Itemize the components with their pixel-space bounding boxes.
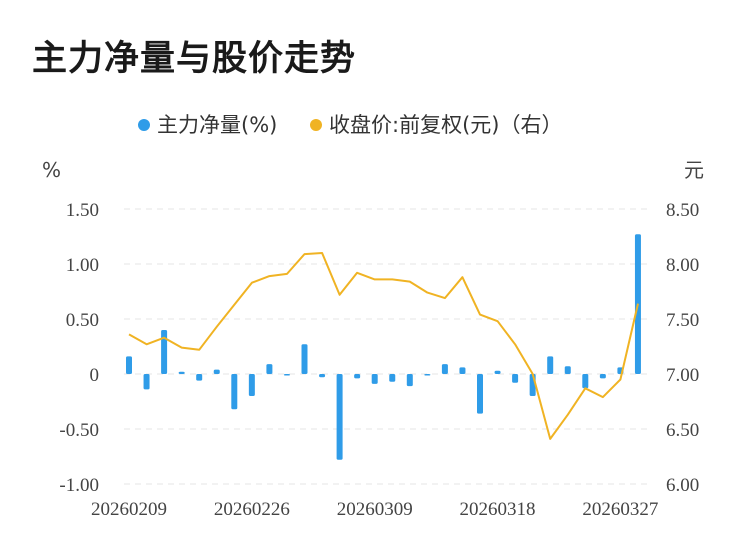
net-flow-bar <box>283 374 290 376</box>
net-flow-bar <box>599 374 606 379</box>
net-flow-bar <box>143 374 150 390</box>
left-tick-label: 0 <box>90 365 100 386</box>
right-axis: 8.50 8.00 7.50 7.00 6.50 6.00 <box>666 200 699 496</box>
close-price-line <box>128 252 639 440</box>
left-tick-label: 1.50 <box>66 200 99 221</box>
left-axis: 1.50 1.00 0.50 0 -0.50 -1.00 <box>59 200 99 496</box>
right-tick-label: 8.00 <box>666 255 699 276</box>
left-tick-label: 0.50 <box>66 310 99 331</box>
right-tick-label: 7.00 <box>666 365 699 386</box>
legend-marker-close-price <box>310 119 322 131</box>
right-axis-unit: 元 <box>684 158 704 182</box>
net-flow-bar <box>248 374 255 396</box>
net-flow-bar <box>389 374 396 382</box>
x-tick-label: 20260209 <box>91 499 167 520</box>
x-tick-label: 20260327 <box>582 499 658 520</box>
net-flow-bar <box>406 374 413 387</box>
page-title: 主力净量与股价走势 <box>32 39 357 79</box>
net-flow-bar <box>459 367 466 374</box>
x-tick-label: 20260309 <box>337 499 413 520</box>
net-flow-bar <box>494 370 501 374</box>
net-flow-bar <box>178 371 185 374</box>
net-flow-bar <box>196 374 203 381</box>
net-flow-bar <box>231 374 238 410</box>
net-flow-bar <box>126 356 132 374</box>
right-tick-label: 7.50 <box>666 310 699 331</box>
left-tick-label: 1.00 <box>66 255 99 276</box>
close-price-series <box>128 252 639 440</box>
net-flow-bar <box>371 374 378 384</box>
net-flow-bar <box>582 374 589 389</box>
net-flow-bar <box>424 374 431 376</box>
legend-label-close-price: 收盘价:前复权(元)（右） <box>329 113 562 137</box>
net-flow-bar <box>441 364 448 374</box>
net-flow-bar <box>477 374 483 414</box>
net-flow-bar <box>161 330 168 374</box>
left-axis-unit: % <box>42 158 61 182</box>
net-flow-bar <box>213 369 220 374</box>
net-flow-bar <box>564 366 571 374</box>
right-tick-label: 6.00 <box>666 475 699 496</box>
left-tick-label: -1.00 <box>59 475 99 496</box>
legend[interactable]: 主力净量(%) 收盘价:前复权(元)（右） <box>138 113 562 137</box>
net-flow-bar <box>301 344 308 374</box>
legend-marker-net-flow <box>138 119 150 131</box>
net-flow-bar <box>266 364 273 374</box>
x-axis: 20260209 20260226 20260309 20260318 20260327 <box>91 499 658 520</box>
legend-label-net-flow: 主力净量(%) <box>157 113 277 137</box>
net-flow-bars <box>126 234 641 460</box>
net-flow-bar <box>354 374 361 379</box>
left-tick-label: -0.50 <box>59 420 99 441</box>
net-flow-bar <box>336 374 343 460</box>
right-tick-label: 6.50 <box>666 420 699 441</box>
net-flow-bar <box>547 356 554 374</box>
net-flow-bar <box>319 374 326 378</box>
right-tick-label: 8.50 <box>666 200 699 221</box>
x-tick-label: 20260318 <box>460 499 536 520</box>
net-flow-bar <box>512 374 519 383</box>
x-tick-label: 20260226 <box>214 499 290 520</box>
